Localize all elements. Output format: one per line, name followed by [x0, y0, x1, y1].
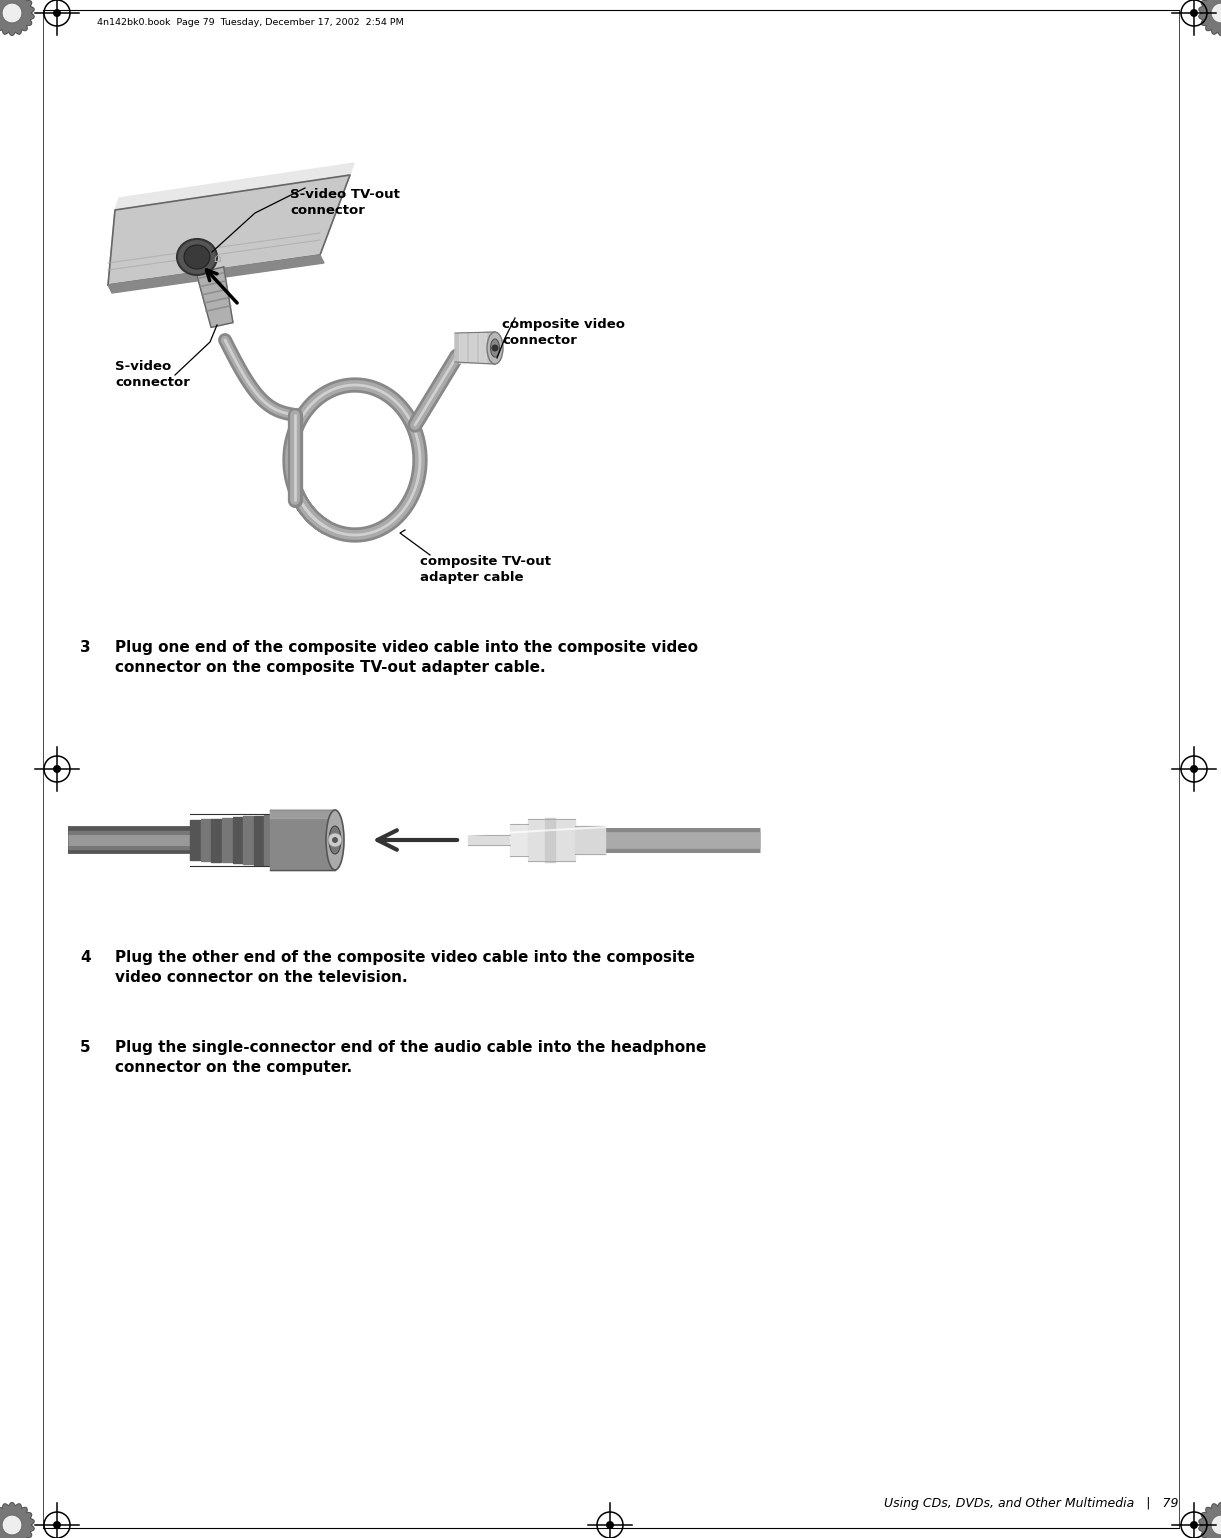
Text: Plug the single-connector end of the audio cable into the headphone
connector on: Plug the single-connector end of the aud…: [115, 1040, 707, 1075]
Polygon shape: [107, 255, 324, 294]
Polygon shape: [479, 334, 486, 363]
Polygon shape: [197, 268, 233, 328]
Polygon shape: [468, 835, 510, 844]
Circle shape: [492, 345, 498, 352]
Polygon shape: [115, 163, 354, 211]
Text: 3: 3: [81, 640, 90, 655]
Ellipse shape: [487, 332, 503, 365]
Ellipse shape: [491, 338, 499, 357]
Polygon shape: [232, 817, 243, 863]
Polygon shape: [527, 820, 575, 861]
Polygon shape: [510, 824, 527, 857]
Circle shape: [53, 764, 61, 774]
Text: composite TV-out
adapter cable: composite TV-out adapter cable: [420, 555, 551, 584]
Ellipse shape: [177, 238, 217, 275]
Circle shape: [2, 1515, 22, 1535]
Text: 5: 5: [81, 1040, 90, 1055]
Polygon shape: [459, 334, 466, 363]
Text: S-video
connector: S-video connector: [115, 360, 190, 389]
Circle shape: [1190, 764, 1198, 774]
Polygon shape: [1199, 0, 1221, 35]
Polygon shape: [243, 817, 253, 864]
Ellipse shape: [184, 245, 210, 269]
Polygon shape: [211, 818, 221, 861]
Polygon shape: [0, 1503, 34, 1538]
Polygon shape: [190, 820, 200, 860]
Circle shape: [2, 3, 22, 23]
Text: 4: 4: [81, 950, 90, 964]
Circle shape: [606, 1521, 614, 1529]
Polygon shape: [254, 815, 264, 864]
Circle shape: [53, 1521, 61, 1529]
Polygon shape: [545, 818, 556, 861]
Polygon shape: [265, 815, 275, 866]
Polygon shape: [200, 820, 211, 861]
Text: Plug one end of the composite video cable into the composite video
connector on : Plug one end of the composite video cabl…: [115, 640, 698, 675]
Circle shape: [1190, 9, 1198, 17]
Circle shape: [332, 837, 338, 843]
Polygon shape: [270, 811, 335, 818]
Polygon shape: [1199, 1503, 1221, 1538]
Text: 4n142bk0.book  Page 79  Tuesday, December 17, 2002  2:54 PM: 4n142bk0.book Page 79 Tuesday, December …: [96, 18, 404, 28]
Ellipse shape: [326, 811, 344, 871]
Text: composite video
connector: composite video connector: [502, 318, 625, 348]
Text: S-video TV-out
connector: S-video TV-out connector: [291, 188, 399, 217]
Circle shape: [1211, 1515, 1221, 1535]
Polygon shape: [0, 0, 34, 35]
Polygon shape: [107, 175, 350, 285]
Polygon shape: [222, 818, 232, 863]
Circle shape: [328, 834, 342, 847]
Circle shape: [53, 9, 61, 17]
Ellipse shape: [328, 826, 341, 854]
Circle shape: [1190, 1521, 1198, 1529]
Polygon shape: [455, 332, 495, 365]
Polygon shape: [575, 826, 604, 854]
Polygon shape: [270, 811, 335, 871]
Text: Using CDs, DVDs, and Other Multimedia   |   79: Using CDs, DVDs, and Other Multimedia | …: [884, 1496, 1179, 1510]
Text: Plug the other end of the composite video cable into the composite
video connect: Plug the other end of the composite vide…: [115, 950, 695, 986]
Circle shape: [1211, 3, 1221, 23]
Text: ⌂: ⌂: [212, 252, 221, 266]
Polygon shape: [469, 334, 476, 363]
